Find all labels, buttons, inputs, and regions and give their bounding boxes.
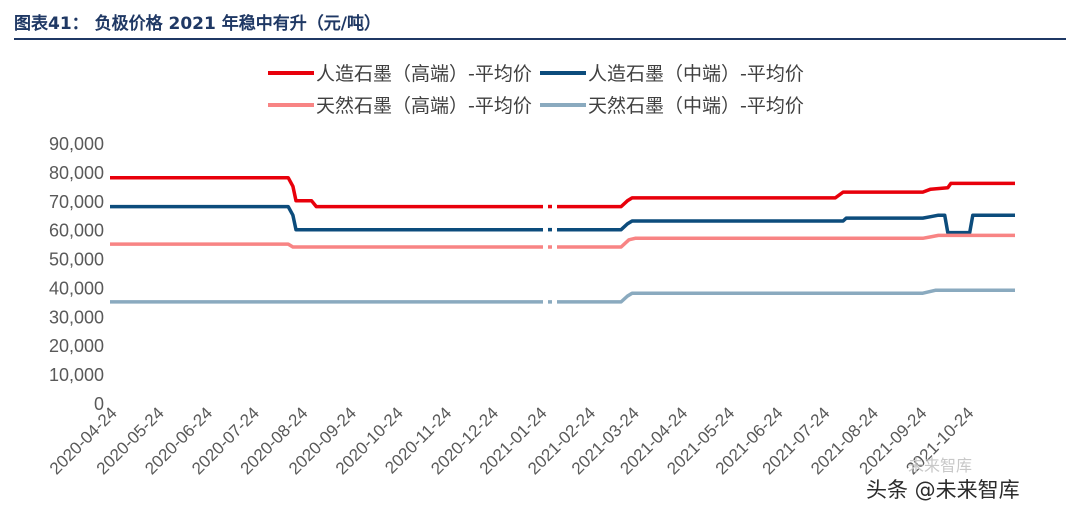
legend-label: 天然石墨（中端）-平均价 <box>588 95 804 117</box>
y-tick-label: 40,000 <box>49 278 104 298</box>
y-tick-label: 90,000 <box>49 134 104 154</box>
series-segment <box>110 204 543 232</box>
legend-item: 人造石墨（高端）-平均价 <box>268 63 532 85</box>
series-segment <box>557 288 1015 304</box>
y-tick-label: 10,000 <box>49 365 104 385</box>
y-tick-label: 20,000 <box>49 336 104 356</box>
legend-item: 天然石墨（高端）-平均价 <box>268 95 532 117</box>
legend-label: 人造石墨（高端）-平均价 <box>316 63 532 85</box>
x-axis: 2020-04-242020-05-242020-06-242020-07-24… <box>46 403 977 478</box>
series-segment <box>110 175 543 209</box>
y-tick-label: 30,000 <box>49 307 104 327</box>
series-segment <box>110 242 543 249</box>
watermark-faint: 未来智库 <box>908 456 973 475</box>
y-tick-label: 0 <box>94 394 104 414</box>
gap-marker <box>547 300 552 304</box>
y-tick-label: 80,000 <box>49 163 104 183</box>
series-line <box>110 175 1015 209</box>
watermark: 头条 @未来智库 <box>866 478 1020 502</box>
y-tick-label: 60,000 <box>49 221 104 241</box>
series-line <box>110 288 1015 304</box>
figure-label: 图表41： <box>14 14 89 34</box>
y-tick-label: 50,000 <box>49 250 104 270</box>
y-axis: 0 10,000 20,000 30,000 40,000 50,000 60,000 70,… <box>49 134 104 414</box>
series-line <box>110 204 1015 235</box>
figure-title: 图表41： 负极价格 2021 年稳中有升（元/吨） <box>14 9 381 34</box>
legend-item: 人造石墨（中端）-平均价 <box>540 63 804 85</box>
title-divider <box>14 38 1066 40</box>
figure-title-text: 负极价格 2021 年稳中有升（元/吨） <box>94 14 381 34</box>
y-tick-label: 70,000 <box>49 192 104 212</box>
legend-label: 天然石墨（高端）-平均价 <box>316 95 532 117</box>
plot-area <box>110 175 1015 304</box>
series-line <box>110 233 1015 249</box>
gap-marker <box>547 227 552 232</box>
legend-item: 天然石墨（中端）-平均价 <box>540 95 804 117</box>
series-segment <box>557 233 1015 249</box>
series-segment <box>557 181 1015 209</box>
gap-marker <box>547 245 552 249</box>
series-segment <box>557 213 1015 235</box>
legend-label: 人造石墨（中端）-平均价 <box>588 63 804 85</box>
gap-marker <box>547 204 552 209</box>
